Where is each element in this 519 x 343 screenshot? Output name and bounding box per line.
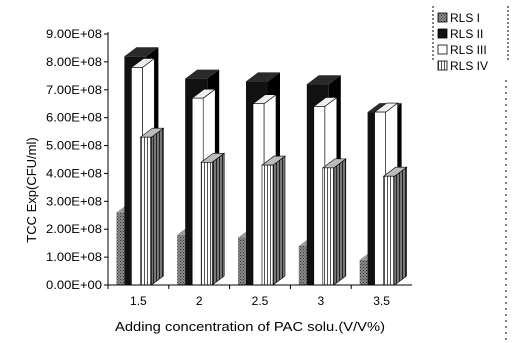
bar-side bbox=[151, 127, 164, 286]
bar-rls-iv-2.5 bbox=[261, 155, 286, 286]
bar-top bbox=[306, 75, 341, 85]
bar-side bbox=[272, 155, 286, 286]
bars-layer bbox=[116, 47, 408, 286]
x-axis-title: Adding concentration of PAC solu.(V/V%) bbox=[115, 319, 385, 334]
bar-side bbox=[394, 166, 407, 286]
bar-front bbox=[200, 161, 213, 286]
bar-front bbox=[177, 234, 189, 285]
legend-label: RLS I bbox=[450, 11, 480, 25]
y-tick-label: 8.00E+08 bbox=[46, 55, 102, 69]
legend-label: RLS IV bbox=[450, 59, 488, 73]
legend-swatch bbox=[437, 60, 448, 71]
legend-swatch bbox=[437, 28, 448, 39]
y-tick-label: 4.00E+08 bbox=[46, 166, 102, 180]
axis-layer: 0.00E+00 1.00E+08 2.00E+08 3.00E+08 4.00E+08… bbox=[46, 27, 412, 308]
bar-top bbox=[246, 72, 280, 82]
y-tick-label: 3.00E+08 bbox=[46, 194, 102, 208]
bar-side bbox=[211, 152, 225, 286]
bar-front bbox=[238, 237, 249, 285]
y-tick-label: 6.00E+08 bbox=[46, 111, 102, 125]
bar-front bbox=[116, 212, 128, 285]
bar-top bbox=[124, 47, 159, 57]
bar-top bbox=[185, 69, 220, 79]
x-tick-label: 2 bbox=[196, 294, 203, 308]
x-tick-label: 1.5 bbox=[130, 294, 147, 308]
legend-swatch bbox=[437, 12, 448, 23]
y-tick-label: 7.00E+08 bbox=[46, 83, 102, 97]
x-tick-label: 3 bbox=[317, 294, 324, 308]
y-tick-label: 0.00E+00 bbox=[46, 278, 102, 292]
y-tick-label: 9.00E+08 bbox=[46, 27, 102, 41]
y-tick-label: 1.00E+08 bbox=[46, 250, 102, 264]
legend-swatch bbox=[437, 44, 448, 55]
bar-front bbox=[140, 136, 152, 286]
bar-front bbox=[322, 167, 335, 286]
bar-front bbox=[359, 259, 371, 285]
y-tick-label: 2.00E+08 bbox=[46, 222, 102, 236]
bar-side bbox=[333, 158, 347, 286]
legend-label: RLS II bbox=[450, 27, 483, 41]
bar-rls-iv-2 bbox=[200, 152, 226, 286]
legend-label: RLS III bbox=[450, 43, 487, 57]
bar-rls-iv-1.5 bbox=[139, 127, 165, 286]
x-tick-label: 3.5 bbox=[373, 294, 390, 308]
legend: RLS I RLS II RLS III RLS IV bbox=[432, 6, 509, 343]
bar-front bbox=[261, 164, 274, 286]
x-tick-label: 2.5 bbox=[252, 294, 269, 308]
y-tick-label: 5.00E+08 bbox=[46, 139, 102, 153]
bar-rls-iv-3 bbox=[321, 158, 347, 286]
bar-rls-iv-3.5 bbox=[382, 166, 408, 286]
y-axis-title: TCC Exp(CFU/ml) bbox=[24, 137, 39, 242]
bar-front bbox=[383, 175, 395, 286]
bar-front bbox=[298, 245, 310, 285]
